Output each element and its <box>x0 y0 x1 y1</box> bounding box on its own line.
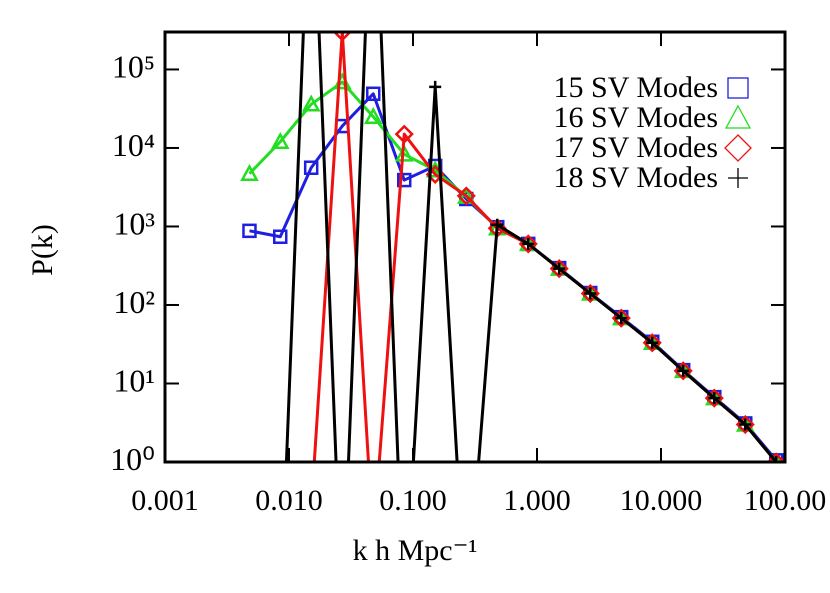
marker <box>240 163 259 181</box>
marker <box>615 312 628 325</box>
plot-area <box>240 32 785 462</box>
marker <box>396 172 412 188</box>
marker <box>553 262 566 275</box>
marker <box>708 392 721 405</box>
y-tick-label: 10⁰ <box>110 441 155 477</box>
marker <box>365 86 381 102</box>
marker <box>724 104 752 129</box>
marker <box>584 287 597 300</box>
marker <box>739 418 752 431</box>
marker <box>766 452 785 462</box>
marker <box>646 336 659 349</box>
x-tick-label: 0.010 <box>255 484 323 517</box>
x-axis-label: k h Mpc⁻¹ <box>353 534 478 567</box>
x-tick-label: 10.000 <box>620 484 703 517</box>
marker <box>522 237 535 250</box>
marker <box>394 144 414 162</box>
marker <box>728 168 748 188</box>
legend-label: 17 SV Modes <box>554 131 718 164</box>
x-tick-label: 0.001 <box>131 484 199 517</box>
x-tick-label: 100.00 <box>744 484 827 517</box>
y-tick-label: 10⁴ <box>112 127 155 163</box>
marker <box>332 32 352 42</box>
marker <box>456 186 476 206</box>
y-tick-label: 10¹ <box>113 362 155 398</box>
marker <box>272 229 288 244</box>
y-tick-label: 10⁵ <box>112 48 155 84</box>
marker <box>363 106 383 124</box>
y-tick-label: 10² <box>113 284 155 320</box>
marker <box>677 364 690 377</box>
marker <box>301 94 321 112</box>
marker <box>673 361 693 381</box>
marker <box>270 131 290 149</box>
marker <box>429 80 442 93</box>
x-tick-label: 1.000 <box>503 484 571 517</box>
marker <box>724 134 752 162</box>
marker <box>727 77 749 99</box>
y-axis-label: P(k) <box>26 224 59 276</box>
y-tick-label: 10³ <box>113 205 155 241</box>
plot-frame <box>163 30 787 464</box>
marker <box>303 160 319 175</box>
legend-label: 18 SV Modes <box>554 161 718 194</box>
marker <box>770 456 783 462</box>
x-tick-label: 0.100 <box>379 484 447 517</box>
legend-label: 16 SV Modes <box>554 101 718 134</box>
marker <box>242 223 257 239</box>
marker <box>394 124 414 144</box>
legend-label: 15 SV Modes <box>554 71 718 104</box>
marker <box>491 218 504 231</box>
